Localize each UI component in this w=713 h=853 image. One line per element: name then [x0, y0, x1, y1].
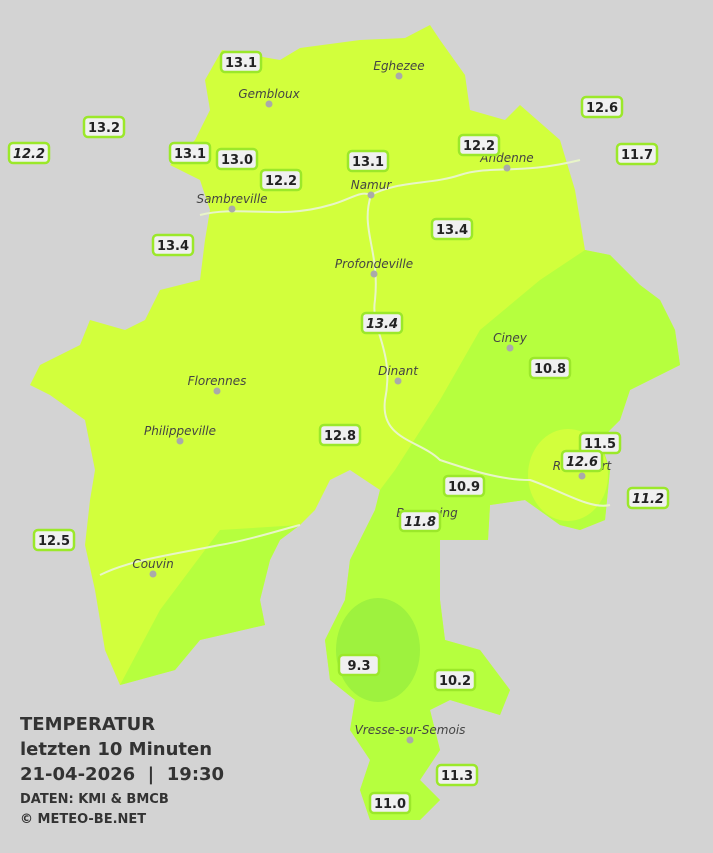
station-value: 10.9 — [448, 480, 480, 495]
place-dot — [213, 387, 221, 395]
station-value: 10.8 — [534, 362, 566, 377]
zone-green — [120, 525, 300, 685]
place-dot — [395, 72, 403, 80]
station-box — [435, 763, 479, 787]
station-value: 13.4 — [157, 239, 189, 254]
place-label: Couvin — [132, 557, 173, 571]
station-box — [626, 486, 670, 510]
station-box — [168, 141, 212, 165]
station-value: 12.5 — [38, 534, 70, 549]
source: DATEN: KMI & BMCB — [20, 792, 169, 807]
station-value: 10.2 — [439, 674, 471, 689]
station-value: 13.1 — [225, 56, 257, 71]
station-value: 12.2 — [463, 139, 495, 154]
subtitle: letzten 10 Minuten — [20, 739, 212, 760]
station-value: 12.8 — [324, 429, 356, 444]
station-value: 9.3 — [347, 659, 370, 674]
zone-green — [325, 250, 680, 820]
station-box — [32, 528, 76, 552]
title: TEMPERATUR — [20, 714, 155, 735]
station-value: 11.8 — [404, 515, 436, 530]
copyright: © METEO-BE.NET — [20, 812, 146, 827]
zone-cool — [336, 598, 420, 702]
station-value: 11.5 — [584, 437, 616, 452]
place-dot — [149, 570, 157, 578]
station-box — [82, 115, 126, 139]
place-label: Namur — [351, 178, 393, 192]
station-box — [433, 668, 477, 692]
station-value: 13.4 — [366, 317, 398, 332]
place-dot — [394, 377, 402, 385]
station-value: 12.6 — [586, 101, 618, 116]
station-value: 11.2 — [632, 492, 664, 507]
place-dot — [506, 344, 514, 352]
place-label: Philippeville — [144, 424, 216, 438]
station-box — [151, 233, 195, 257]
station-box — [442, 474, 486, 498]
place-dot — [578, 472, 586, 480]
place-dot — [370, 270, 378, 278]
station-value: 11.3 — [441, 769, 473, 784]
place-label: Gembloux — [238, 87, 300, 101]
station-box — [259, 168, 303, 192]
place-dot — [176, 437, 184, 445]
station-value: 13.2 — [88, 121, 120, 136]
place-label: Vresse-sur-Semois — [355, 723, 466, 737]
place-label: Profondeville — [335, 257, 413, 271]
place-dot — [503, 164, 511, 172]
station-box — [318, 423, 362, 447]
place-dot — [367, 191, 375, 199]
station-value: 13.0 — [221, 153, 253, 168]
station-box — [346, 149, 390, 173]
station-box — [398, 509, 442, 533]
place-label: Florennes — [188, 374, 247, 388]
station-value: 11.0 — [374, 797, 406, 812]
station-value: 13.4 — [436, 223, 468, 238]
station-value: 12.2 — [265, 174, 297, 189]
station-value: 13.1 — [352, 155, 384, 170]
station-box — [360, 311, 404, 335]
station-box — [615, 142, 659, 166]
station-box — [219, 50, 263, 74]
station-value: 12.2 — [13, 147, 45, 162]
place-label: Dinant — [378, 364, 419, 378]
station-box — [337, 653, 381, 677]
station-value: 13.1 — [174, 147, 206, 162]
place-label: Eghezee — [373, 59, 424, 73]
station-box — [560, 449, 604, 473]
place-label: Ciney — [493, 331, 528, 345]
place-label: Sambreville — [196, 192, 267, 206]
station-value: 11.7 — [621, 148, 653, 163]
datetime: 21-04-2026 | 19:30 — [20, 764, 224, 785]
station-box — [580, 95, 624, 119]
station-box — [528, 356, 572, 380]
station-box — [457, 133, 501, 157]
station-box — [215, 147, 259, 171]
place-dot — [265, 100, 273, 108]
station-value: 12.6 — [566, 455, 598, 470]
place-dot — [406, 736, 414, 744]
station-box — [7, 141, 51, 165]
station-box — [368, 791, 412, 815]
place-dot — [228, 205, 236, 213]
station-box — [430, 217, 474, 241]
